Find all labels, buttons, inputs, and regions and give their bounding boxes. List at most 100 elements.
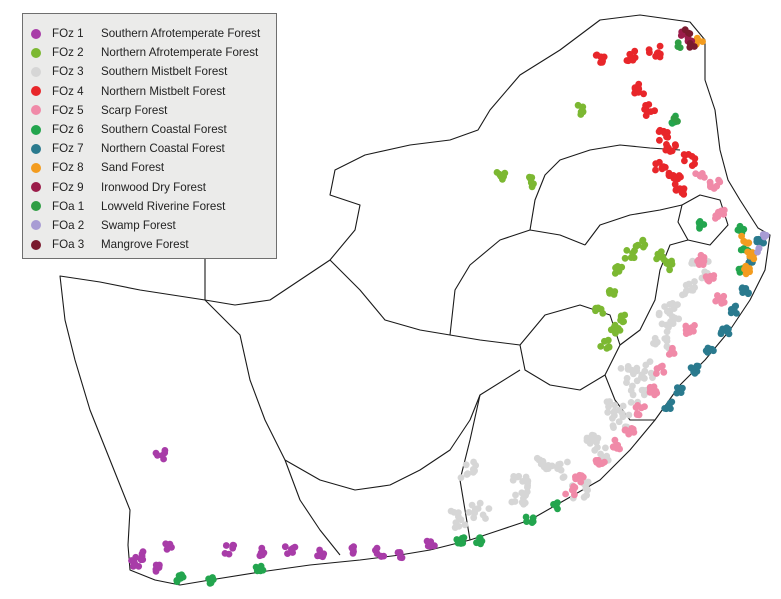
forest-occurrence-point: [704, 344, 712, 352]
forest-occurrence-point: [455, 523, 463, 530]
legend-swatch: [31, 28, 41, 39]
forest-occurrence-point: [746, 268, 753, 276]
forest-occurrence-point: [591, 446, 599, 454]
forest-occurrence-point: [523, 488, 531, 496]
legend-item: FOz 3 Southern Mistbelt Forest: [31, 62, 276, 81]
legend-item: FOz 8 Sand Forest: [31, 158, 276, 177]
forest-occurrence-point: [635, 411, 643, 419]
forest-occurrence-point: [630, 254, 638, 262]
forest-occurrence-point: [260, 549, 268, 557]
forest-occurrence-point: [695, 219, 703, 227]
province-boundary: [604, 374, 655, 421]
forest-occurrence-point: [681, 157, 688, 165]
forest-occurrence-point: [663, 258, 671, 266]
forest-occurrence-point: [603, 345, 611, 352]
forest-occurrence-point: [652, 387, 660, 395]
forest-occurrence-point: [745, 289, 752, 297]
forest-occurrence-point: [656, 126, 664, 134]
forest-occurrence-point: [554, 465, 561, 472]
forest-occurrence-point: [527, 179, 535, 187]
forest-occurrence-point: [672, 142, 679, 150]
forest-occurrence-point: [447, 507, 455, 515]
legend-code: FOa 2: [52, 218, 85, 232]
forest-occurrence-point: [663, 141, 670, 148]
forest-occurrence-point: [521, 499, 529, 507]
forest-occurrence-point: [619, 413, 627, 421]
forest-occurrence-point: [609, 443, 617, 451]
forest-occurrence-point: [633, 377, 641, 385]
forest-occurrence-point: [742, 239, 750, 246]
forest-occurrence-point: [710, 347, 717, 355]
forest-occurrence-point: [544, 465, 552, 472]
forest-occurrence-point: [594, 456, 602, 464]
legend-label: Southern Afrotemperate Forest: [101, 27, 261, 41]
legend-item: FOz 7 Northern Coastal Forest: [31, 139, 276, 158]
forest-occurrence-point: [753, 236, 761, 243]
legend-label: Lowveld Riverine Forest: [101, 199, 226, 213]
forest-occurrence-point: [614, 263, 622, 270]
forest-occurrence-point: [615, 418, 623, 426]
forest-occurrence-point: [635, 85, 643, 93]
forest-occurrence-point: [668, 348, 675, 356]
forest-occurrence-point: [610, 424, 617, 431]
legend-code: FOa 1: [52, 199, 85, 213]
forest-occurrence-point: [725, 330, 733, 338]
province-boundary: [449, 229, 586, 336]
forest-occurrence-point: [629, 382, 636, 390]
forest-occurrence-point: [631, 47, 639, 55]
forest-occurrence-point: [583, 434, 591, 442]
forest-occurrence-point: [691, 160, 698, 168]
forest-occurrence-point: [222, 542, 230, 549]
forest-occurrence-point: [229, 541, 237, 549]
forest-occurrence-point: [535, 456, 543, 464]
forest-occurrence-point: [603, 452, 611, 460]
forest-occurrence-point: [667, 405, 674, 412]
forest-occurrence-point: [687, 364, 695, 372]
forest-occurrence-point: [657, 248, 665, 256]
forest-occurrence-point: [651, 107, 658, 115]
legend-label: Southern Mistbelt Forest: [101, 65, 228, 79]
forest-occurrence-point: [666, 301, 674, 308]
province-boundary: [284, 459, 341, 556]
forest-occurrence-point: [639, 374, 647, 381]
forest-occurrence-point: [225, 550, 233, 558]
forest-occurrence-point: [665, 171, 673, 179]
province-boundary: [329, 259, 521, 346]
forest-occurrence-point: [572, 475, 579, 483]
forest-occurrence-point: [470, 458, 477, 466]
forest-occurrence-point: [682, 281, 690, 289]
forest-occurrence-point: [730, 306, 737, 313]
legend-label: Ironwood Dry Forest: [101, 180, 207, 194]
forest-occurrence-point: [710, 275, 717, 282]
forest-occurrence-point: [619, 402, 627, 410]
forest-occurrence-point: [661, 405, 669, 412]
forest-occurrence-point: [158, 452, 166, 459]
forest-occurrence-point: [698, 170, 706, 177]
legend-code: FOz 7: [52, 142, 84, 156]
forest-occurrence-point: [641, 403, 648, 410]
forest-occurrence-point: [510, 473, 518, 480]
forest-occurrence-point: [720, 206, 728, 214]
forest-occurrence-point: [646, 358, 654, 365]
legend-label: Mangrove Forest: [101, 238, 189, 252]
forest-occurrence-point: [682, 322, 690, 330]
forest-occurrence-point: [289, 544, 297, 552]
forest-occurrence-point: [496, 170, 503, 178]
legend-swatch: [31, 86, 41, 97]
forest-occurrence-point: [471, 508, 479, 516]
forest-occurrence-point: [461, 521, 469, 529]
legend-swatch: [31, 162, 41, 173]
forest-occurrence-point: [630, 428, 638, 436]
forest-occurrence-point: [646, 49, 653, 56]
forest-occurrence-point: [552, 500, 560, 508]
legend-item: FOz 6 Southern Coastal Forest: [31, 120, 276, 139]
legend-code: FOz 2: [52, 46, 84, 60]
legend-item: FOz 1 Southern Afrotemperate Forest: [31, 24, 276, 43]
forest-occurrence-point: [710, 185, 718, 192]
forest-occurrence-point: [570, 483, 577, 490]
forest-occurrence-point: [652, 166, 659, 174]
forest-occurrence-point: [640, 90, 647, 98]
forest-occurrence-point: [625, 411, 633, 419]
legend-item: FOa 1 Lowveld Riverine Forest: [31, 197, 276, 216]
